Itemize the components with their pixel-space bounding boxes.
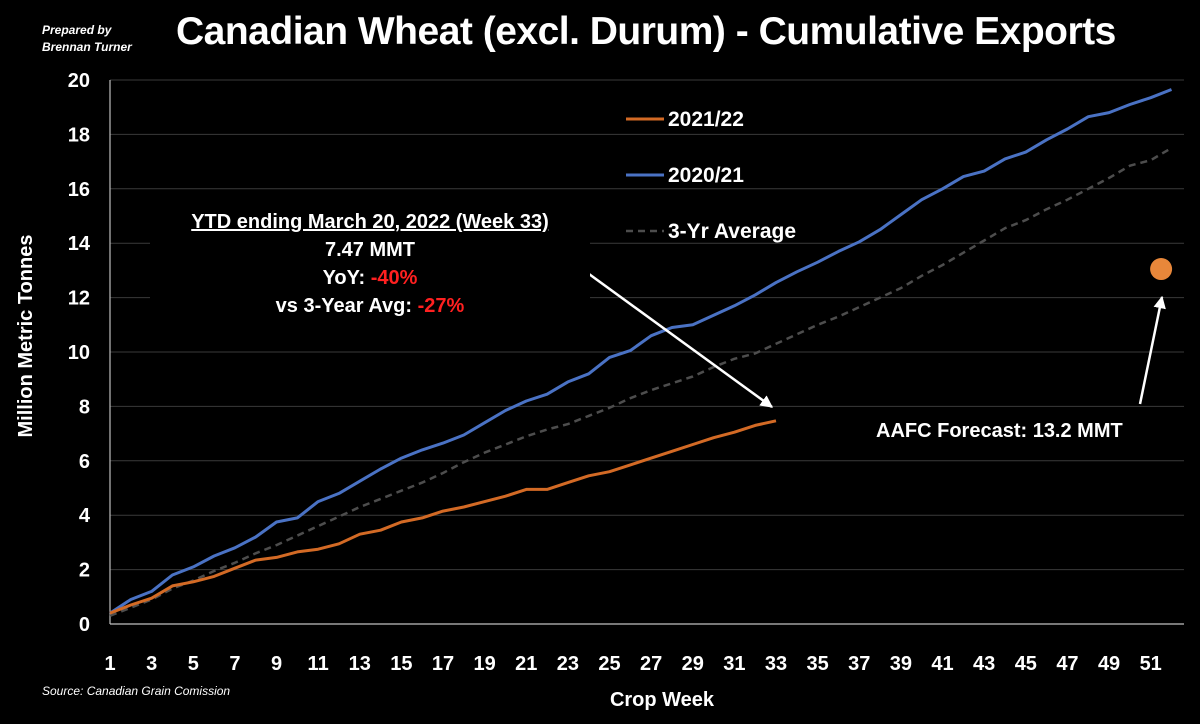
prepared-by-note: Prepared by Brennan Turner: [42, 23, 132, 54]
x-tick-labels: 1 3 5 7 9 11 13 15 17 19 21 23 25 27 29 31 33 35 37 39 41 43 4…: [104, 653, 1161, 675]
y-tick-label: 12: [68, 288, 90, 310]
y-tick-label: 8: [79, 396, 90, 418]
legend-label: 2020/21: [668, 164, 744, 187]
y-tick-label: 16: [68, 179, 90, 201]
x-tick-label: 51: [1140, 653, 1162, 675]
forecast-point: [1150, 258, 1173, 281]
x-tick-label: 41: [931, 653, 953, 675]
x-axis-label: Crop Week: [610, 689, 715, 711]
x-tick-label: 21: [515, 653, 537, 675]
yoy-label: YoY:: [322, 267, 366, 289]
legend-label: 2021/22: [668, 108, 744, 131]
x-tick-label: 9: [271, 653, 282, 675]
y-tick-label: 2: [79, 560, 90, 582]
x-tick-label: 1: [104, 653, 115, 675]
x-tick-label: 5: [188, 653, 199, 675]
ytd-arrow: [555, 248, 774, 409]
y-tick-label: 6: [79, 451, 90, 473]
y-tick-label: 14: [68, 233, 91, 255]
chart-title: Canadian Wheat (excl. Durum) - Cumulativ…: [176, 10, 1116, 53]
series-lines: [109, 88, 1173, 617]
x-tick-label: 17: [432, 653, 454, 675]
vs-avg-line: vs 3-Year Avg: -27%: [150, 292, 590, 320]
x-tick-label: 31: [723, 653, 745, 675]
annotation-arrows: [555, 248, 1166, 409]
source-note: Source: Canadian Grain Comission: [42, 684, 231, 698]
x-tick-label: 27: [640, 653, 662, 675]
x-tick-label: 7: [229, 653, 240, 675]
x-tick-label: 19: [474, 653, 496, 675]
x-tick-label: 43: [973, 653, 995, 675]
x-tick-label: 15: [390, 653, 412, 675]
legend-label: 3-Yr Average: [668, 220, 796, 243]
y-axis-label: Million Metric Tonnes: [15, 235, 37, 438]
gridlines: [109, 79, 1184, 625]
ytd-annotation: YTD ending March 20, 2022 (Week 33) 7.47…: [150, 208, 590, 320]
x-tick-label: 25: [598, 653, 620, 675]
x-tick-label: 39: [890, 653, 912, 675]
series-line-2020-21: [109, 88, 1173, 615]
x-tick-label: 33: [765, 653, 787, 675]
y-tick-label: 4: [79, 505, 91, 527]
vs-avg-label: vs 3-Year Avg:: [275, 295, 413, 317]
yoy-value: -40%: [370, 267, 418, 289]
y-tick-label: 18: [68, 124, 90, 146]
x-tick-label: 45: [1015, 653, 1037, 675]
x-tick-label: 13: [349, 653, 371, 675]
x-tick-label: 11: [308, 653, 329, 675]
vs-avg-value: -27%: [417, 295, 465, 317]
ytd-heading: YTD ending March 20, 2022 (Week 33): [191, 211, 549, 233]
y-tick-label: 0: [79, 614, 90, 636]
x-tick-label: 49: [1098, 653, 1120, 675]
yoy-line: YoY: -40%: [150, 264, 590, 292]
x-tick-label: 23: [557, 653, 579, 675]
x-tick-label: 29: [682, 653, 704, 675]
x-tick-label: 3: [146, 653, 157, 675]
legend: 2021/22 2020/21 3-Yr Average: [626, 108, 796, 243]
x-tick-label: 47: [1056, 653, 1078, 675]
y-tick-label: 10: [68, 342, 90, 364]
x-tick-label: 37: [848, 653, 870, 675]
series-line-3-yr-average: [109, 146, 1173, 617]
series-line-2021-22: [109, 419, 777, 615]
ytd-value: 7.47 MMT: [324, 239, 416, 261]
y-tick-label: 20: [68, 70, 90, 92]
forecast-label: AAFC Forecast: 13.2 MMT: [870, 418, 1129, 445]
y-tick-labels: 0 2 4 6 8 10 12 14 16 18 20: [68, 70, 91, 636]
x-tick-label: 35: [807, 653, 829, 675]
forecast-arrow: [1138, 295, 1166, 405]
